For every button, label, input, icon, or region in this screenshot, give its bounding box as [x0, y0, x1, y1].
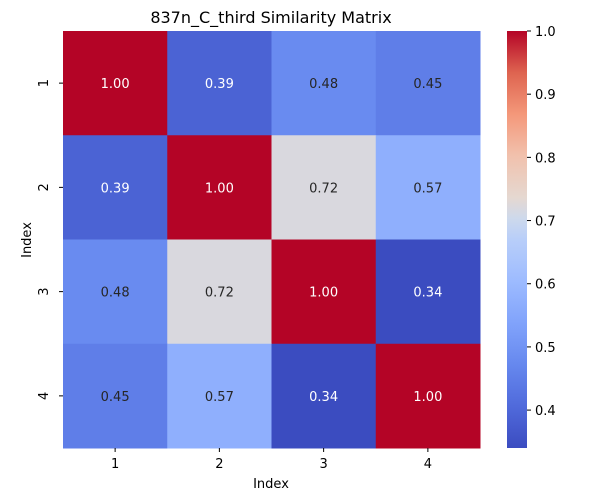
x-tick-label: 3 — [319, 457, 327, 472]
heatmap-cell — [167, 135, 272, 240]
cell-value-label: 0.34 — [309, 390, 338, 405]
x-axis: 1 2 3 4 — [111, 448, 432, 472]
colorbar — [507, 31, 527, 448]
heatmap-cell — [375, 343, 481, 449]
heatmap-cell — [63, 135, 168, 240]
x-axis-label: Index — [253, 477, 289, 492]
cell-value-label: 0.34 — [413, 286, 442, 301]
heatmap-cell — [375, 31, 481, 136]
heatmap-cell — [167, 31, 272, 136]
colorbar-tick-label: 0.5 — [535, 341, 556, 356]
cell-value-label: 1.00 — [101, 77, 130, 92]
colorbar-tick-label: 0.6 — [535, 278, 556, 293]
heatmap-cell — [63, 31, 168, 136]
colorbar-tick-label: 0.4 — [535, 404, 556, 419]
cell-value-label: 1.00 — [413, 390, 442, 405]
cell-value-label: 1.00 — [205, 181, 234, 196]
heatmap-cell — [375, 239, 481, 345]
cell-value-label: 1.00 — [309, 286, 338, 301]
cell-value-label: 0.72 — [309, 181, 338, 196]
heatmap-cell — [271, 239, 377, 345]
heatmap-cell — [167, 239, 272, 345]
heatmap-cell — [63, 343, 168, 449]
colorbar-tick-label: 0.8 — [535, 151, 556, 166]
cell-value-label: 0.39 — [205, 77, 234, 92]
cell-value-label: 0.45 — [413, 77, 442, 92]
y-tick-label: 4 — [37, 392, 52, 400]
y-tick-label: 2 — [37, 183, 52, 191]
cell-value-label: 0.48 — [101, 286, 130, 301]
cell-value-label: 0.39 — [101, 181, 130, 196]
heatmap-cell — [271, 31, 377, 136]
x-tick-label: 1 — [111, 457, 119, 472]
heatmap-cell — [375, 135, 481, 240]
cell-value-label: 0.57 — [413, 181, 442, 196]
heatmap-cell-labels: 1.00 0.39 0.48 0.45 0.39 1.00 0.72 0.57 0.48 0.72… — [101, 77, 443, 405]
y-tick-label: 1 — [37, 79, 52, 87]
chart-title: 837n_C_third Similarity Matrix — [150, 8, 391, 28]
cell-value-label: 0.72 — [205, 286, 234, 301]
y-axis-label: Index — [20, 222, 35, 258]
cell-value-label: 0.48 — [309, 77, 338, 92]
colorbar-axis: 0.4 0.5 0.6 0.7 0.8 0.9 1.0 — [527, 25, 556, 419]
x-tick-label: 4 — [424, 457, 432, 472]
heatmap-cell — [271, 135, 377, 240]
heatmap-cell — [167, 343, 272, 449]
colorbar-tick-label: 0.7 — [535, 215, 556, 230]
heatmap-cells — [63, 31, 481, 449]
y-axis: 1 2 3 4 — [37, 79, 63, 400]
y-tick-label: 3 — [37, 287, 52, 295]
cell-value-label: 0.57 — [205, 390, 234, 405]
heatmap-cell — [63, 239, 168, 345]
heatmap-cell — [271, 343, 377, 449]
colorbar-tick-label: 0.9 — [535, 88, 556, 103]
colorbar-tick-label: 1.0 — [535, 25, 556, 40]
x-tick-label: 2 — [215, 457, 223, 472]
cell-value-label: 0.45 — [101, 390, 130, 405]
